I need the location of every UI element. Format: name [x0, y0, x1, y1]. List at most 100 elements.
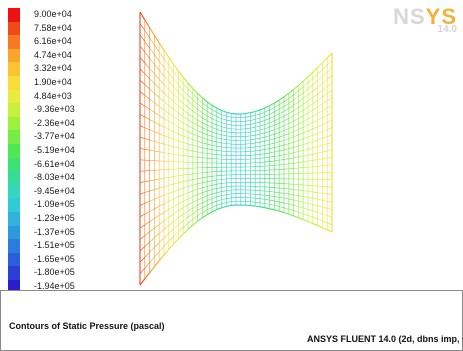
mesh-line	[154, 251, 160, 258]
mesh-line	[303, 124, 309, 128]
mesh-line	[183, 192, 189, 196]
mesh-line	[255, 141, 261, 144]
ansys-logo-version: 14.0	[437, 24, 457, 34]
mesh-line	[264, 131, 270, 134]
mesh-line	[269, 151, 275, 154]
mesh-line	[139, 23, 146, 31]
mesh-line	[149, 98, 155, 104]
mesh-line	[163, 118, 169, 122]
legend-swatch	[8, 8, 20, 22]
mesh-line	[317, 96, 323, 101]
mesh-line	[322, 129, 328, 132]
mesh-line	[139, 192, 145, 195]
mesh-line	[269, 147, 275, 149]
mesh-line	[312, 197, 318, 200]
mesh-line	[226, 127, 232, 130]
mesh-line	[283, 212, 289, 215]
mesh-line	[192, 210, 198, 214]
mesh-line	[139, 213, 145, 218]
mesh-line	[255, 121, 261, 124]
mesh-line	[149, 218, 155, 222]
mesh-line	[226, 197, 232, 199]
mesh-line	[144, 221, 150, 226]
mesh-line	[168, 243, 175, 250]
mesh-line	[264, 207, 270, 210]
mesh-line	[139, 11, 146, 21]
mesh-line	[211, 109, 217, 113]
mesh-line	[173, 210, 179, 215]
mesh-line	[154, 92, 160, 98]
mesh-line	[144, 262, 150, 269]
mesh-line	[298, 155, 304, 158]
pressure-contour-mesh[interactable]	[0, 0, 463, 290]
mesh-line	[298, 206, 304, 209]
mesh-line	[303, 207, 309, 210]
mesh-line	[312, 210, 318, 213]
mesh-line	[168, 145, 174, 147]
mesh-line	[173, 94, 179, 100]
mesh-line	[288, 120, 294, 124]
mesh-line	[312, 93, 318, 98]
mesh-line	[187, 184, 193, 187]
ansys-logo-wordmark: ANSYS	[393, 4, 457, 29]
mesh-line	[255, 117, 261, 120]
mesh-line	[197, 207, 203, 211]
mesh-line	[173, 131, 179, 135]
mesh-line	[202, 107, 208, 112]
mesh-line	[317, 117, 323, 121]
mesh-line	[207, 115, 213, 119]
mesh-line	[307, 116, 313, 120]
mesh-line	[303, 190, 309, 192]
mesh-line	[221, 186, 227, 188]
mesh-line	[207, 134, 213, 137]
mesh-line	[173, 153, 179, 156]
mesh-line	[144, 95, 150, 100]
mesh-line	[307, 90, 313, 96]
mesh-line	[326, 229, 333, 233]
mesh-line	[192, 156, 198, 158]
legend-swatch	[8, 157, 20, 172]
mesh-line	[178, 147, 184, 150]
legend-swatch	[8, 76, 20, 90]
mesh-line	[322, 93, 328, 98]
mesh-line	[322, 71, 328, 77]
mesh-line	[312, 204, 318, 207]
mesh-line	[221, 146, 227, 148]
mesh-line	[158, 51, 165, 59]
mesh-line	[288, 141, 294, 144]
mesh-line	[307, 197, 313, 199]
graphics-viewport[interactable]: 9.00e+04 7.58e+04 6.16e+04 4.74e+04 3.32e+04…	[0, 0, 463, 294]
mesh-line	[283, 128, 289, 131]
mesh-line	[197, 92, 203, 99]
mesh-line	[302, 218, 309, 222]
mesh-line	[154, 224, 160, 229]
mesh-line	[144, 241, 150, 247]
mesh-line	[250, 134, 256, 137]
mesh-line	[173, 196, 179, 200]
mesh-line	[211, 144, 217, 147]
mesh-line	[183, 116, 189, 120]
mesh-line	[197, 177, 203, 179]
mesh-line	[298, 217, 304, 221]
mesh-line	[139, 148, 145, 150]
mesh-line	[139, 34, 146, 42]
mesh-line	[245, 131, 251, 133]
mesh-line	[293, 85, 299, 90]
mesh-line	[202, 137, 208, 140]
mesh-line	[293, 151, 299, 153]
mesh-line	[149, 247, 155, 253]
mesh-line	[173, 86, 179, 93]
mesh-line	[293, 189, 299, 191]
mesh-line	[159, 229, 165, 234]
mesh-line	[182, 228, 189, 235]
legend-swatch	[8, 198, 20, 212]
mesh-line	[154, 242, 160, 248]
mesh-line	[144, 211, 150, 215]
mesh-line	[163, 249, 170, 256]
mesh-line	[163, 135, 169, 138]
mesh-line	[322, 157, 328, 160]
mesh-line	[283, 92, 290, 98]
solver-info: ANSYS FLUENT 14.0 (2d, dbns imp, ske)	[307, 334, 463, 344]
mesh-line	[216, 195, 222, 198]
mesh-line	[255, 129, 261, 132]
